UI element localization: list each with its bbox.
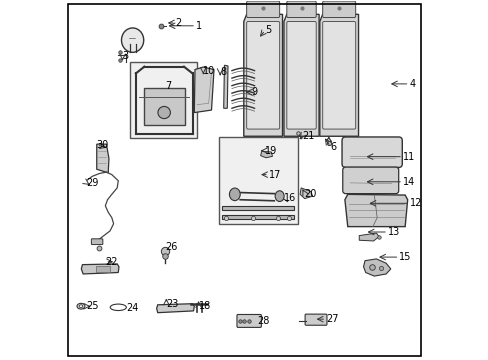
Text: 28: 28 — [257, 316, 269, 325]
FancyBboxPatch shape — [305, 314, 326, 325]
FancyBboxPatch shape — [322, 1, 355, 18]
Polygon shape — [156, 304, 194, 313]
FancyBboxPatch shape — [286, 22, 316, 129]
Polygon shape — [300, 188, 312, 199]
Text: 22: 22 — [105, 257, 118, 267]
Bar — [218, 137, 298, 224]
Polygon shape — [344, 194, 407, 226]
FancyBboxPatch shape — [286, 1, 316, 18]
Polygon shape — [194, 67, 214, 113]
Text: 7: 7 — [164, 81, 171, 91]
Polygon shape — [260, 151, 272, 158]
Text: 11: 11 — [402, 152, 414, 162]
Ellipse shape — [158, 107, 170, 118]
Polygon shape — [363, 259, 390, 276]
FancyBboxPatch shape — [246, 22, 279, 129]
Text: 4: 4 — [408, 79, 415, 89]
Text: 1: 1 — [196, 21, 202, 31]
Text: 16: 16 — [284, 193, 296, 203]
Text: 10: 10 — [203, 66, 215, 76]
Bar — [222, 215, 293, 220]
Text: 6: 6 — [330, 141, 336, 152]
Polygon shape — [244, 14, 282, 136]
Text: 18: 18 — [198, 301, 210, 311]
Ellipse shape — [121, 28, 143, 52]
FancyBboxPatch shape — [237, 315, 261, 327]
Text: 2: 2 — [175, 18, 182, 28]
Text: 21: 21 — [301, 131, 314, 141]
Text: 13: 13 — [387, 227, 399, 237]
Text: 5: 5 — [265, 25, 271, 35]
Ellipse shape — [77, 303, 85, 309]
FancyBboxPatch shape — [342, 167, 398, 194]
Text: 9: 9 — [251, 87, 257, 97]
Text: 26: 26 — [164, 242, 177, 252]
Text: 20: 20 — [304, 189, 317, 199]
Text: 17: 17 — [268, 170, 281, 180]
Bar — [96, 266, 110, 272]
Text: 30: 30 — [97, 140, 109, 150]
Polygon shape — [81, 264, 119, 274]
FancyBboxPatch shape — [341, 137, 402, 167]
Polygon shape — [359, 233, 378, 241]
Polygon shape — [97, 144, 109, 173]
Bar — [222, 206, 293, 211]
Bar — [143, 88, 184, 125]
Text: 12: 12 — [408, 198, 421, 208]
Bar — [130, 62, 197, 138]
FancyBboxPatch shape — [246, 1, 279, 18]
Ellipse shape — [229, 188, 240, 201]
Text: 19: 19 — [265, 145, 277, 156]
Ellipse shape — [275, 191, 284, 202]
Polygon shape — [223, 65, 227, 108]
FancyBboxPatch shape — [91, 239, 102, 244]
Text: 3: 3 — [122, 51, 128, 61]
Polygon shape — [284, 14, 319, 136]
FancyBboxPatch shape — [322, 22, 355, 129]
Polygon shape — [319, 14, 358, 136]
Text: 8: 8 — [220, 67, 226, 77]
Ellipse shape — [79, 305, 82, 308]
Text: 29: 29 — [86, 178, 99, 188]
Text: 25: 25 — [86, 301, 98, 311]
Text: 27: 27 — [325, 314, 338, 324]
Text: 23: 23 — [166, 299, 178, 309]
Text: 15: 15 — [399, 252, 411, 262]
Text: 14: 14 — [402, 177, 414, 187]
Text: 24: 24 — [126, 303, 138, 314]
